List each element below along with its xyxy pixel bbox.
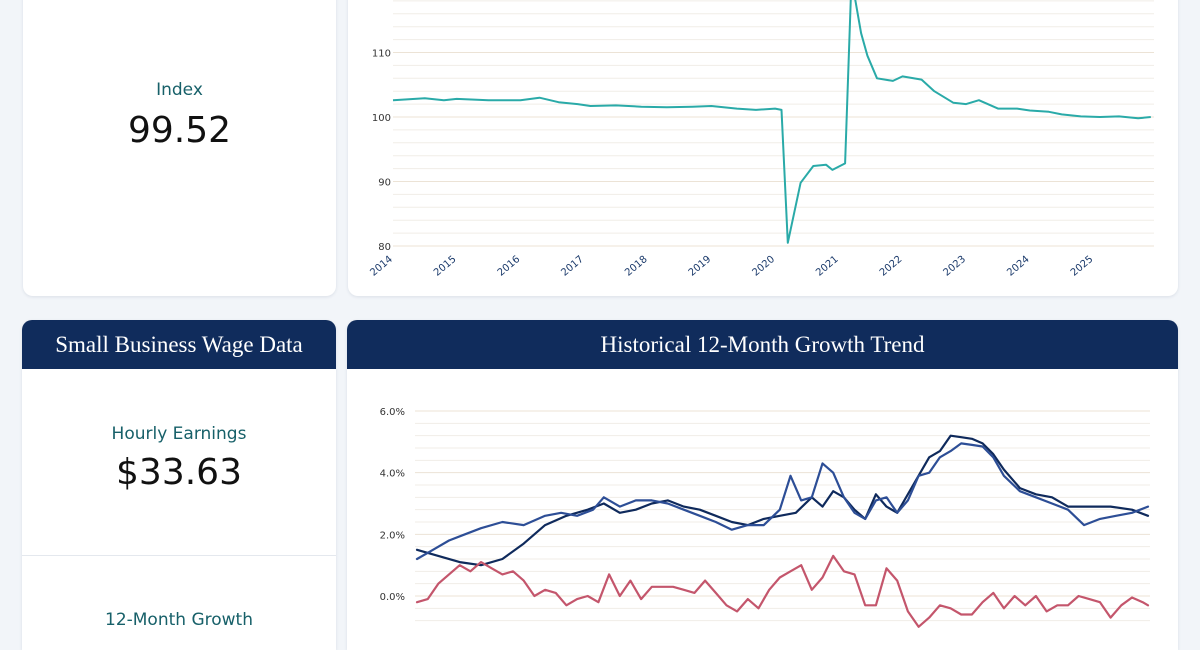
- y-tick-label: 100: [372, 113, 391, 124]
- x-tick-label: 2015: [432, 254, 459, 279]
- growth-label: 12-Month Growth: [105, 610, 253, 630]
- x-tick-label: 2018: [623, 254, 650, 279]
- wage-data-card: Small Business Wage Data Hourly Earnings…: [22, 320, 336, 650]
- x-tick-label: 2017: [559, 254, 586, 279]
- growth-trend-card: Historical 12-Month Growth Trend 0.0% 2.0…: [347, 320, 1178, 650]
- index-chart-card: 80 90 100 110 2014 2015 2016 2017 2018 2019 2020 20…: [348, 0, 1178, 296]
- index-series-line: [392, 0, 1151, 244]
- x-tick-label: 2024: [1005, 254, 1032, 279]
- series-navy-line: [415, 434, 1150, 567]
- index-chart: 80 90 100 110 2014 2015 2016 2017 2018 2019 2020 20…: [368, 0, 1154, 279]
- y-tick-label: 4.0%: [380, 469, 405, 480]
- growth-card-title: Historical 12-Month Growth Trend: [347, 320, 1178, 369]
- hourly-earnings-label: Hourly Earnings: [111, 424, 247, 444]
- index-value: 99.52: [127, 110, 232, 151]
- hourly-earnings-value: $33.63: [116, 452, 242, 493]
- x-tick-label: 2014: [368, 254, 395, 279]
- y-tick-label: 0.0%: [380, 592, 405, 603]
- series-blue-line: [415, 442, 1150, 561]
- y-tick-label: 110: [372, 49, 391, 60]
- series-red-line: [415, 554, 1150, 628]
- y-tick-label: 80: [378, 242, 391, 253]
- x-tick-label: 2023: [941, 254, 968, 279]
- x-tick-label: 2021: [814, 254, 841, 279]
- index-label: Index: [156, 80, 203, 100]
- growth-chart: 0.0% 2.0% 4.0% 6.0%: [380, 407, 1150, 628]
- x-tick-label: 2022: [878, 254, 905, 279]
- x-tick-label: 2025: [1069, 254, 1096, 279]
- x-tick-label: 2019: [687, 254, 714, 279]
- y-tick-label: 90: [378, 178, 391, 189]
- y-tick-label: 2.0%: [380, 530, 405, 541]
- index-card: Index 99.52: [23, 0, 336, 296]
- y-tick-label: 6.0%: [380, 407, 405, 418]
- x-tick-label: 2020: [750, 254, 777, 279]
- wage-card-title: Small Business Wage Data: [22, 320, 336, 369]
- x-tick-label: 2016: [496, 254, 523, 279]
- metric-divider: [22, 555, 336, 556]
